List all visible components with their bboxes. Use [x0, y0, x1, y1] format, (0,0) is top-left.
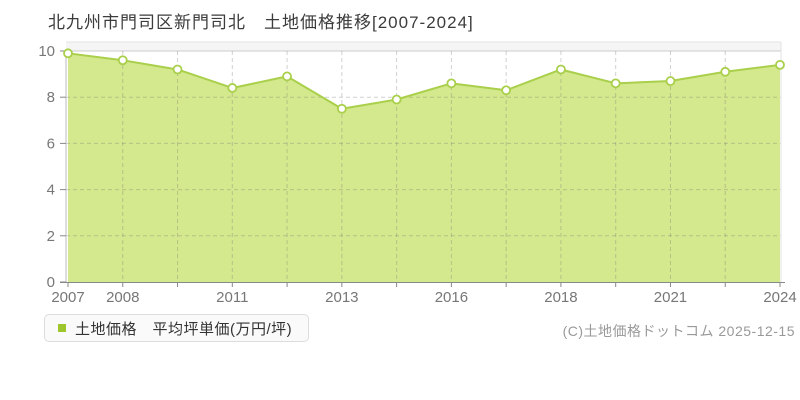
x-axis-label: 2016 — [435, 289, 468, 306]
data-point-marker[interactable] — [282, 71, 292, 82]
y-axis-label: 8 — [47, 89, 55, 106]
y-axis-label: 10 — [38, 43, 55, 60]
copyright-text: (C)土地価格ドットコム 2025-12-15 — [562, 323, 795, 339]
data-point-marker[interactable] — [610, 78, 621, 89]
legend-label: 土地価格 平均坪単価(万円/坪) — [75, 320, 293, 338]
data-point-marker[interactable] — [336, 103, 347, 114]
page-title: 北九州市門司区新門司北 土地価格推移[2007-2024] — [48, 13, 474, 32]
data-point-marker[interactable] — [391, 94, 402, 105]
data-point-marker[interactable] — [227, 83, 238, 93]
x-axis-label: 2013 — [325, 289, 358, 306]
x-axis-label: 2008 — [106, 289, 139, 306]
y-axis-label: 0 — [47, 274, 55, 291]
data-point-marker[interactable] — [720, 66, 731, 77]
data-point-marker[interactable] — [63, 48, 73, 59]
x-axis-label: 2021 — [654, 289, 687, 306]
land-price-trend-chart: 0 2 4 6 8 10 2007 2008 2011 2013 2016 2018 2021 2024 — [38, 41, 797, 306]
data-point-marker[interactable] — [775, 59, 785, 70]
data-point-marker[interactable] — [172, 64, 183, 75]
data-point-marker[interactable] — [665, 76, 676, 86]
series-marker-icon — [58, 324, 66, 332]
x-axis-label: 2011 — [216, 289, 248, 306]
x-axis-label: 2018 — [544, 289, 577, 306]
data-point-marker[interactable] — [117, 55, 128, 66]
data-point-marker[interactable] — [446, 78, 457, 89]
area-fill — [68, 53, 780, 283]
y-axis-label: 4 — [47, 182, 55, 199]
y-axis-label: 2 — [47, 228, 55, 245]
legend-box: 土地価格 平均坪単価(万円/坪) — [44, 314, 310, 342]
y-axis-label: 6 — [47, 135, 55, 152]
x-axis-label: 2007 — [51, 289, 84, 306]
plot-top-band — [66, 42, 781, 51]
data-point-marker[interactable] — [501, 85, 512, 96]
data-point-marker[interactable] — [556, 64, 566, 75]
price-line — [67, 52, 781, 110]
x-axis-label: 2024 — [763, 289, 796, 306]
